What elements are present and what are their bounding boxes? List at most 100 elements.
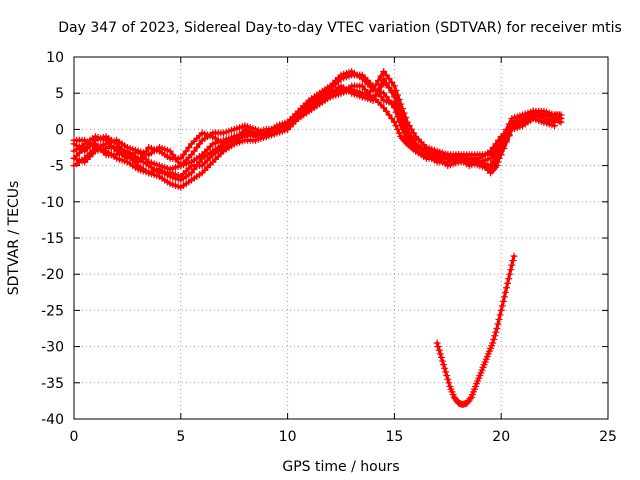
data-point — [380, 67, 388, 75]
data-point — [434, 343, 442, 351]
data-point — [374, 87, 382, 95]
y-axis-label: SDTVAR / TECUs — [6, 181, 22, 296]
data-point — [397, 100, 405, 108]
data-point — [445, 379, 453, 387]
data-point — [174, 158, 182, 166]
data-point — [442, 368, 450, 376]
data-point — [380, 104, 388, 112]
series-track-f — [70, 67, 565, 170]
data-point — [171, 154, 179, 162]
data-point — [490, 335, 498, 343]
data-point — [494, 320, 502, 328]
data-point — [443, 372, 451, 380]
y-tick-label: 0 — [55, 122, 64, 138]
data-point — [394, 91, 402, 99]
data-point — [495, 315, 503, 323]
data-point — [492, 144, 500, 151]
data-point — [444, 375, 452, 383]
data-point — [372, 81, 380, 89]
y-tick-label: -30 — [41, 340, 64, 356]
data-point — [509, 257, 517, 265]
data-point — [407, 125, 415, 133]
data-point — [557, 111, 565, 119]
data-point — [495, 140, 503, 148]
data-point — [187, 169, 195, 177]
data-point — [392, 86, 400, 94]
data-point — [433, 339, 441, 347]
data-point — [503, 284, 511, 292]
axis-ticks: 0 5 10 15 20 25 -40 -35 -30 -25 -20 -15 -10 -5 0 5 10 — [41, 50, 617, 445]
data-point — [402, 114, 410, 122]
data-point — [372, 92, 380, 100]
data-point — [438, 357, 446, 365]
y-tick-label: -20 — [41, 267, 64, 283]
data-point — [505, 275, 513, 283]
data-point — [410, 136, 418, 144]
data-point — [487, 151, 495, 159]
data-point — [503, 125, 511, 133]
grid — [74, 57, 608, 419]
data-point — [388, 115, 396, 123]
data-point — [382, 93, 390, 101]
data-point — [493, 162, 501, 170]
data-point — [466, 395, 474, 403]
data-point — [385, 111, 393, 119]
data-point — [489, 339, 497, 347]
data-point — [496, 151, 504, 159]
y-tick-label: -40 — [41, 412, 64, 428]
x-tick-label: 15 — [385, 429, 403, 445]
data-point — [390, 82, 398, 90]
data-point — [182, 147, 190, 155]
y-tick-label: -25 — [41, 303, 64, 319]
data-point — [500, 131, 508, 139]
data-point — [388, 100, 396, 108]
data-point — [493, 325, 501, 332]
data-point — [500, 293, 508, 301]
data-point — [498, 302, 506, 310]
y-tick-label: 5 — [55, 86, 64, 102]
data-point — [508, 261, 516, 269]
data-point — [510, 252, 518, 260]
data-point — [195, 140, 203, 148]
data-point — [395, 96, 403, 104]
data-point — [382, 71, 390, 79]
data-point — [405, 122, 413, 130]
data-point — [385, 96, 393, 104]
data-point — [402, 133, 410, 141]
data-point — [358, 82, 366, 90]
data-point — [491, 332, 499, 340]
data-point — [440, 361, 448, 369]
data-point — [507, 266, 515, 274]
y-tick-label: -15 — [41, 231, 64, 247]
data-point — [492, 328, 500, 336]
data-point — [403, 118, 411, 126]
data-point — [398, 105, 406, 113]
data-point — [377, 72, 385, 80]
data-point — [506, 270, 514, 278]
data-points — [70, 67, 565, 409]
data-point — [497, 306, 505, 314]
series-dip-arc — [433, 252, 518, 409]
y-tick-label: -10 — [41, 195, 64, 211]
x-axis-label: GPS time / hours — [282, 459, 399, 475]
data-point — [388, 78, 396, 86]
data-point — [361, 86, 369, 94]
x-tick-label: 5 — [176, 429, 185, 445]
data-point — [494, 158, 502, 166]
data-point — [382, 107, 390, 115]
data-point — [410, 129, 418, 137]
chart-title: Day 347 of 2023, Sidereal Day-to-day VTE… — [58, 20, 622, 36]
y-tick-label: -35 — [41, 376, 64, 392]
y-tick-label: 10 — [46, 50, 64, 66]
data-point — [489, 147, 497, 155]
x-tick-label: 25 — [599, 429, 617, 445]
data-point — [369, 86, 377, 94]
data-point — [435, 346, 443, 354]
data-point — [551, 122, 559, 130]
data-point — [505, 120, 513, 128]
data-point — [193, 144, 201, 151]
data-point — [441, 364, 449, 372]
data-point — [436, 350, 444, 358]
data-point — [496, 311, 504, 319]
data-point — [495, 154, 503, 162]
